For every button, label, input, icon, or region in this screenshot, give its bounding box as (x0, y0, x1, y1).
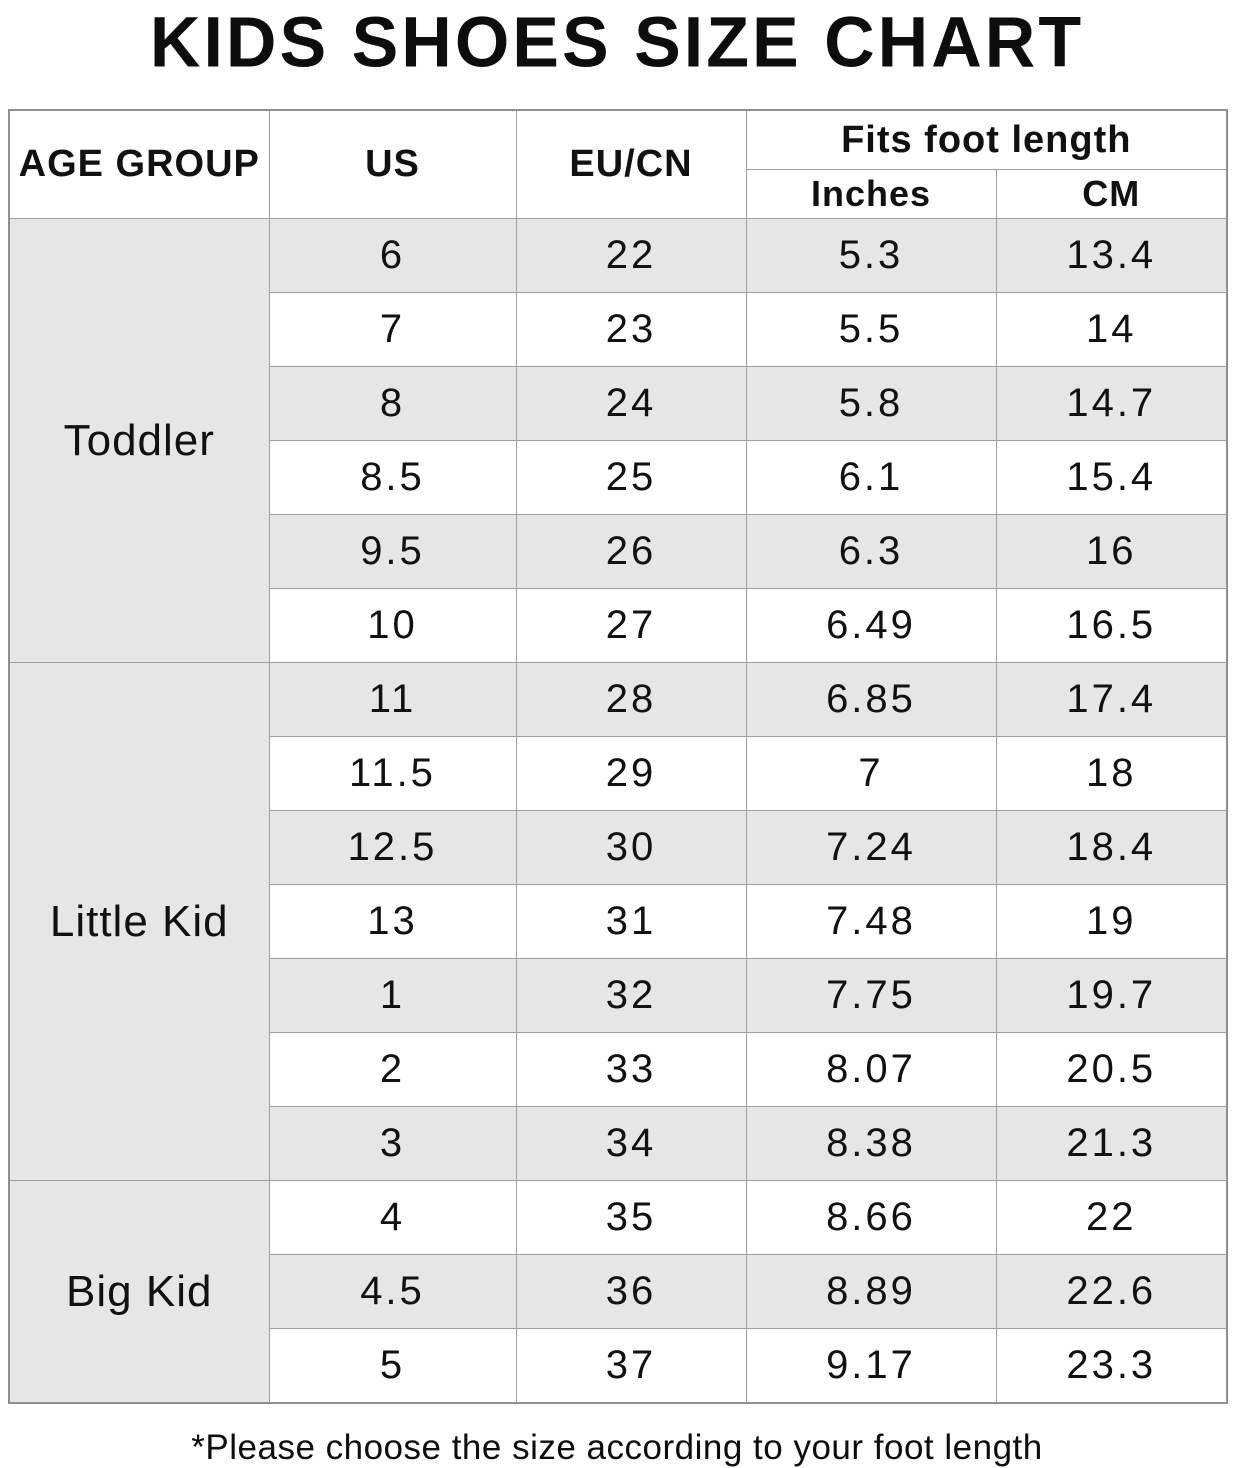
table-header: AGE GROUP US EU/CN Fits foot length Inch… (8, 109, 1228, 219)
eu-cn-cell: 22 (515, 218, 747, 293)
inches-cell: 7.24 (745, 810, 997, 885)
us-cell: 9.5 (268, 514, 517, 589)
table-row: 9.5 26 6.3 16 (9, 514, 1228, 589)
inches-cell: 8.89 (745, 1254, 997, 1329)
eu-cn-cell: 26 (515, 514, 747, 589)
inches-cell: 6.85 (745, 662, 997, 737)
eu-cn-cell: 29 (515, 736, 747, 811)
us-cell: 5 (268, 1328, 517, 1404)
cm-cell: 19 (995, 884, 1228, 959)
table-row: Little Kid 11 28 6.85 17.4 (8, 662, 1228, 1181)
size-table-body: Toddler 6 22 5.3 13.4 7 23 5.5 14 8 24 5.8 14.7 8.5 25… (8, 218, 1228, 1404)
inches-cell: 8.07 (745, 1032, 997, 1107)
cm-cell: 23.3 (995, 1328, 1228, 1404)
table-row: Toddler 6 22 5.3 13.4 (8, 218, 1228, 663)
cm-cell: 19.7 (995, 958, 1228, 1033)
eu-cn-cell: 27 (515, 588, 747, 663)
inches-cell: 5.5 (745, 292, 997, 367)
cm-cell: 14.7 (995, 366, 1228, 441)
us-cell: 13 (268, 884, 517, 959)
eu-cn-cell: 24 (515, 366, 747, 441)
header-us: US (268, 109, 517, 219)
eu-cn-cell: 28 (515, 662, 747, 737)
us-cell: 8 (268, 366, 517, 441)
size-chart-table: AGE GROUP US EU/CN Fits foot length Inch… (8, 109, 1229, 1404)
table-row: 3 34 8.38 21.3 (9, 1106, 1228, 1181)
inches-cell: 8.38 (745, 1106, 997, 1181)
table-row: 1 32 7.75 19.7 (9, 958, 1228, 1033)
eu-cn-cell: 34 (515, 1106, 747, 1181)
eu-cn-cell: 30 (515, 810, 747, 885)
cm-cell: 15.4 (995, 440, 1228, 515)
us-cell: 10 (268, 588, 517, 663)
table-row: 2 33 8.07 20.5 (9, 1032, 1228, 1107)
inches-cell: 7 (745, 736, 997, 811)
eu-cn-cell: 32 (515, 958, 747, 1033)
us-cell: 4 (268, 1180, 517, 1255)
cm-cell: 21.3 (995, 1106, 1228, 1181)
table-row: 8 24 5.8 14.7 (9, 366, 1228, 441)
inches-cell: 5.8 (745, 366, 997, 441)
table-row: 4.5 36 8.89 22.6 (9, 1254, 1228, 1329)
us-cell: 11 (268, 662, 517, 737)
us-cell: 1 (268, 958, 517, 1033)
cm-cell: 16.5 (995, 588, 1228, 663)
inches-cell: 8.66 (745, 1180, 997, 1255)
cm-cell: 18 (995, 736, 1228, 811)
cm-cell: 22 (995, 1180, 1228, 1255)
us-cell: 8.5 (268, 440, 517, 515)
eu-cn-cell: 36 (515, 1254, 747, 1329)
us-cell: 2 (268, 1032, 517, 1107)
inches-cell: 6.49 (745, 588, 997, 663)
eu-cn-cell: 33 (515, 1032, 747, 1107)
eu-cn-cell: 23 (515, 292, 747, 367)
inches-cell: 5.3 (745, 218, 997, 293)
age-group-cell: Little Kid (8, 662, 270, 1181)
us-cell: 11.5 (268, 736, 517, 811)
inches-cell: 9.17 (745, 1328, 997, 1404)
eu-cn-cell: 35 (515, 1180, 747, 1255)
cm-cell: 20.5 (995, 1032, 1228, 1107)
cm-cell: 16 (995, 514, 1228, 589)
table-row: 8.5 25 6.1 15.4 (9, 440, 1228, 515)
table-row: 11.5 29 7 18 (9, 736, 1228, 811)
cm-cell: 17.4 (995, 662, 1228, 737)
cm-cell: 22.6 (995, 1254, 1228, 1329)
header-cm: CM (995, 169, 1228, 219)
inches-cell: 7.48 (745, 884, 997, 959)
table-row: 7 23 5.5 14 (9, 292, 1228, 367)
us-cell: 6 (268, 218, 517, 293)
table-row: 13 31 7.48 19 (9, 884, 1228, 959)
us-cell: 3 (268, 1106, 517, 1181)
inches-cell: 7.75 (745, 958, 997, 1033)
header-inches: Inches (745, 169, 997, 219)
table-row: 5 37 9.17 23.3 (9, 1328, 1228, 1404)
footnote: *Please choose the size according to you… (191, 1428, 1043, 1467)
cm-cell: 14 (995, 292, 1228, 367)
age-group-cell: Big Kid (8, 1180, 270, 1404)
header-fits-foot-length: Fits foot length (745, 109, 1228, 170)
eu-cn-cell: 25 (515, 440, 747, 515)
us-cell: 4.5 (268, 1254, 517, 1329)
inches-cell: 6.1 (745, 440, 997, 515)
eu-cn-cell: 37 (515, 1328, 747, 1404)
inches-cell: 6.3 (745, 514, 997, 589)
cm-cell: 13.4 (995, 218, 1228, 293)
header-eu-cn: EU/CN (515, 109, 747, 219)
eu-cn-cell: 31 (515, 884, 747, 959)
age-group-cell: Toddler (8, 218, 270, 663)
us-cell: 7 (268, 292, 517, 367)
page-title: KIDS SHOES SIZE CHART (149, 2, 1085, 82)
us-cell: 12.5 (268, 810, 517, 885)
header-age-group: AGE GROUP (8, 109, 270, 219)
cm-cell: 18.4 (995, 810, 1228, 885)
table-row: Big Kid 4 35 8.66 22 (8, 1180, 1228, 1404)
